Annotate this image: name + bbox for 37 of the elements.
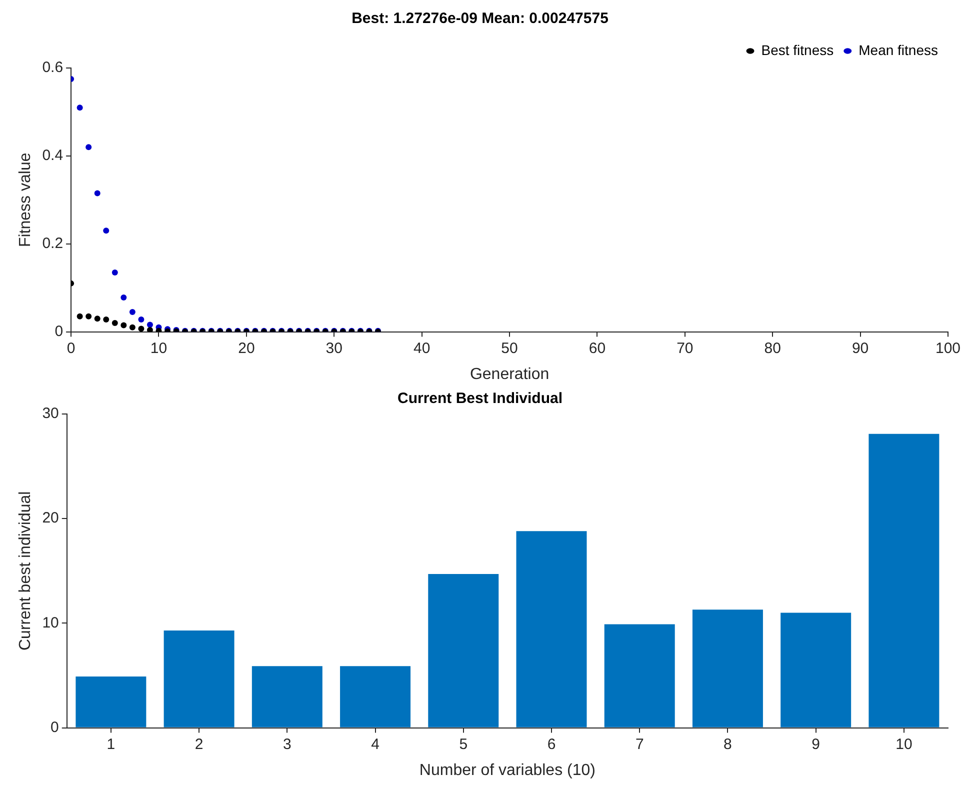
- x-tick-label: 10: [896, 736, 912, 753]
- x-tick-label: 9: [812, 736, 820, 753]
- y-tick-label: 0: [54, 322, 64, 340]
- legend-label: Mean fitness: [858, 42, 938, 58]
- x-tick-label: 4: [371, 736, 380, 753]
- y-tick-label: 20: [42, 510, 59, 527]
- y-tick-label: 30: [42, 405, 59, 422]
- x-tick-label: 80: [764, 340, 781, 357]
- x-tick-label: 60: [588, 340, 606, 357]
- chart-title: Current Best Individual: [397, 390, 563, 408]
- y-tick-label: 0.2: [42, 235, 64, 252]
- y-tick-label: 0: [50, 718, 59, 736]
- x-tick-label: 20: [238, 340, 255, 357]
- x-tick-label: 50: [501, 340, 518, 357]
- y-tick-label: 0.4: [42, 147, 64, 164]
- y-tick-label: 0.6: [42, 59, 64, 76]
- chart-title: Best: 1.27276e-09 Mean: 0.00247575: [352, 10, 608, 28]
- x-tick-label: 3: [282, 736, 292, 753]
- x-tick-label: 10: [150, 340, 168, 357]
- x-tick-label: 40: [413, 340, 430, 357]
- legend-label: Best fitness: [761, 42, 834, 58]
- y-axis-title: Fitness value: [17, 152, 34, 248]
- x-tick-label: 6: [547, 736, 556, 753]
- x-tick-label: 70: [676, 340, 694, 357]
- x-axis-title: Number of variables (10): [419, 762, 596, 779]
- x-tick-label: 0: [66, 340, 76, 357]
- x-tick-label: 1: [106, 736, 116, 753]
- y-tick-label: 10: [42, 614, 59, 632]
- x-tick-label: 5: [459, 736, 468, 753]
- x-tick-label: 7: [635, 736, 644, 753]
- x-tick-label: 30: [326, 340, 342, 357]
- x-tick-label: 90: [852, 340, 869, 357]
- x-tick-label: 2: [194, 736, 204, 753]
- y-axis-title: Current best individual: [17, 491, 34, 650]
- x-tick-label: 8: [724, 736, 732, 753]
- x-tick-label: 100: [935, 340, 961, 357]
- x-axis-title: Generation: [470, 366, 550, 383]
